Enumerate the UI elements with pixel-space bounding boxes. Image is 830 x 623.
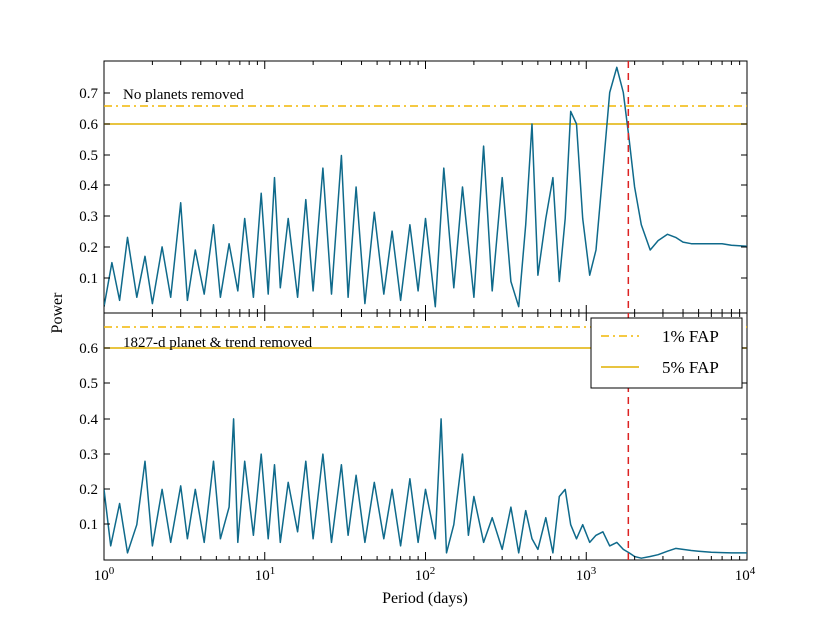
bottom-y-tick-label-2: 0.3: [79, 447, 98, 463]
bottom-panel-annotation: 1827-d planet & trend removed: [123, 335, 313, 351]
legend: 1% FAP 5% FAP: [590, 317, 743, 389]
x-tick-label-1: 101: [255, 565, 276, 584]
top-y-tick-label-2: 0.3: [79, 209, 98, 225]
x-tick-label-2: 102: [415, 565, 436, 584]
y-axis-label: Power: [49, 292, 66, 334]
bottom-periodogram-line: [104, 418, 747, 559]
bottom-y-tick-label-1: 0.2: [79, 482, 98, 498]
bottom-y-tick-label-5: 0.6: [79, 341, 98, 357]
top-y-tick-label-3: 0.4: [79, 178, 98, 194]
top-periodogram-line: [104, 66, 747, 308]
top-y-tick-label-0: 0.1: [79, 271, 98, 287]
x-tick-label-0: 100: [94, 565, 115, 584]
top-panel: No planets removed 0.1 0.2 0.3 0.4 0.5 0…: [79, 60, 748, 314]
top-y-tick-label-4: 0.5: [79, 148, 98, 164]
x-tick-labels: 100 101 102 103 104: [94, 565, 756, 584]
top-panel-annotation: No planets removed: [123, 87, 244, 103]
x-axis-ticks: [103, 61, 741, 560]
bottom-y-tick-label-3: 0.4: [79, 412, 98, 428]
legend-fap-1pct-label: 1% FAP: [662, 327, 719, 346]
bottom-y-ticks: 0.1 0.2 0.3 0.4 0.5 0.6: [79, 341, 747, 533]
top-y-tick-label-6: 0.7: [79, 86, 98, 102]
top-y-ticks: 0.1 0.2 0.3 0.4 0.5 0.6 0.7: [79, 86, 747, 287]
top-y-tick-label-5: 0.6: [79, 117, 98, 133]
bottom-y-tick-label-4: 0.5: [79, 376, 98, 392]
top-y-tick-label-1: 0.2: [79, 240, 98, 256]
legend-box: [590, 317, 743, 389]
bottom-y-tick-label-0: 0.1: [79, 517, 98, 533]
legend-fap-5pct-label: 5% FAP: [662, 358, 719, 377]
x-tick-label-4: 104: [735, 565, 756, 584]
bottom-panel: 1827-d planet & trend removed 0.1 0.2 0.…: [79, 312, 748, 561]
x-tick-label-3: 103: [576, 565, 597, 584]
x-axis-label: Period (days): [382, 590, 468, 607]
